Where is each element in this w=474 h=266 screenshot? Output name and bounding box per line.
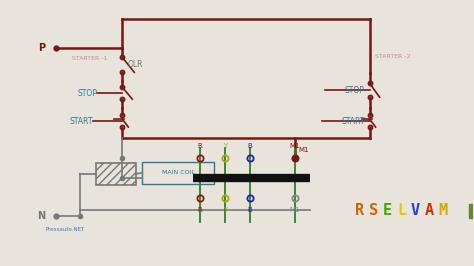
- Text: P: P: [38, 43, 45, 53]
- Text: Y: Y: [223, 207, 227, 213]
- Text: STOP: STOP: [345, 86, 365, 95]
- Text: Pressauto.NET: Pressauto.NET: [46, 227, 85, 232]
- Text: A: A: [425, 203, 434, 218]
- Text: B: B: [247, 143, 252, 149]
- Text: M: M: [439, 203, 448, 218]
- Text: S: S: [369, 203, 378, 218]
- Text: MAIN COIL: MAIN COIL: [162, 170, 195, 175]
- Text: START: START: [70, 117, 93, 126]
- Text: L: L: [397, 203, 406, 218]
- Text: M1: M1: [290, 207, 300, 213]
- Text: STARTER -1: STARTER -1: [73, 56, 108, 61]
- Bar: [96, 163, 137, 185]
- Text: V: V: [411, 203, 420, 218]
- Text: N: N: [37, 211, 46, 221]
- Text: R: R: [198, 143, 202, 149]
- Bar: [469, 204, 474, 218]
- Text: STOP: STOP: [78, 89, 98, 98]
- Text: START: START: [341, 117, 365, 126]
- Text: R: R: [355, 203, 364, 218]
- Text: E: E: [383, 203, 392, 218]
- Text: OLR: OLR: [128, 60, 143, 69]
- Text: M1: M1: [299, 147, 310, 153]
- Text: M1: M1: [290, 143, 300, 149]
- Text: B: B: [247, 207, 252, 213]
- Text: STARTER -2: STARTER -2: [374, 54, 410, 59]
- Bar: [142, 162, 214, 184]
- Text: R: R: [198, 207, 202, 213]
- Text: Y: Y: [223, 143, 227, 149]
